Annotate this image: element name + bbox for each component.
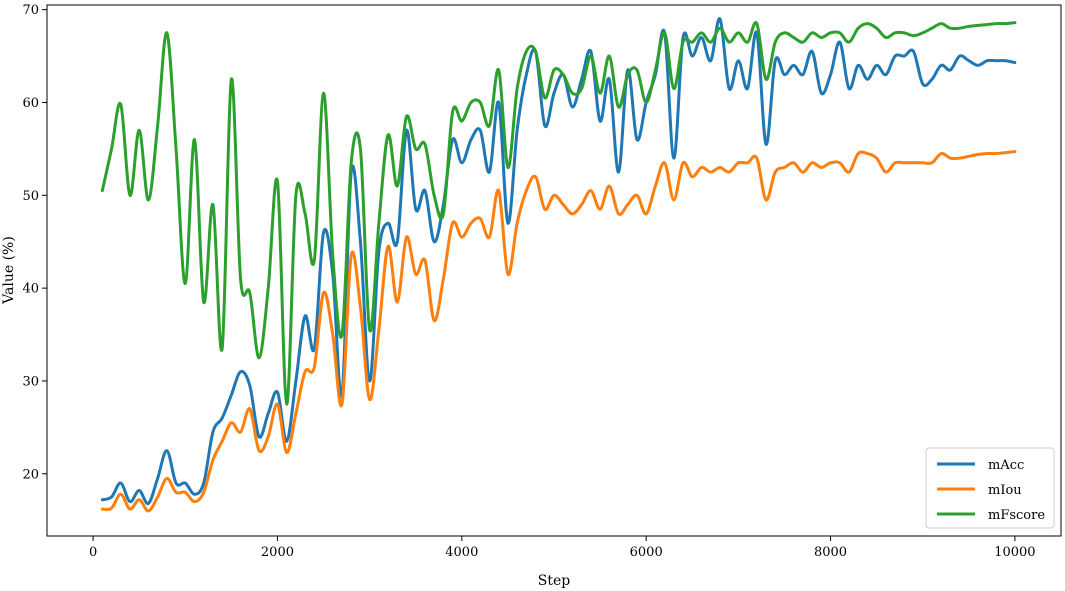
legend-label-macc: mAcc bbox=[988, 458, 1024, 473]
y-tick-label: 60 bbox=[22, 96, 39, 111]
y-tick-label: 40 bbox=[22, 282, 39, 297]
legend-label-mfscore: mFscore bbox=[988, 508, 1045, 523]
x-tick-label: 6000 bbox=[630, 545, 663, 560]
y-tick-label: 30 bbox=[22, 374, 39, 389]
legend: mAcc mIou mFscore bbox=[925, 447, 1055, 529]
x-axis-label: Step bbox=[538, 573, 571, 589]
series-line-mfscore bbox=[100, 21, 1017, 406]
x-tick-label: 2000 bbox=[261, 545, 294, 560]
y-tick-label: 20 bbox=[22, 467, 39, 482]
x-tick-label: 4000 bbox=[445, 545, 478, 560]
x-tick-label: 0 bbox=[89, 545, 97, 560]
plot-frame bbox=[46, 4, 1062, 537]
y-tick-label: 50 bbox=[22, 189, 39, 204]
x-axis-ticks: 0 2000 4000 6000 8000 10000 bbox=[89, 536, 1036, 560]
series-line-macc bbox=[100, 17, 1017, 506]
x-tick-label: 10000 bbox=[994, 545, 1035, 560]
legend-box bbox=[925, 447, 1055, 529]
y-axis-ticks: 20 30 40 50 60 70 bbox=[22, 3, 47, 482]
y-tick-label: 70 bbox=[22, 3, 39, 18]
legend-label-miou: mIou bbox=[988, 483, 1022, 498]
series-line-miou bbox=[100, 150, 1017, 513]
y-axis-label: Value (%) bbox=[1, 236, 17, 305]
x-tick-label: 8000 bbox=[814, 545, 847, 560]
series-layer bbox=[100, 17, 1017, 513]
